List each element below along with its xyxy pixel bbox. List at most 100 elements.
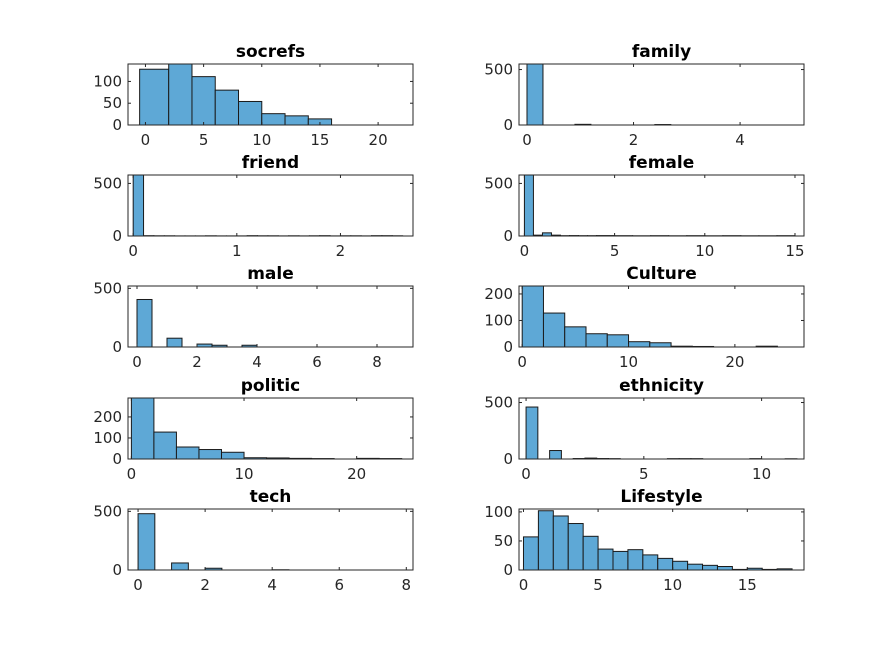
tech-y-tick-label: 0	[112, 561, 122, 579]
male-x-tick-label: 6	[312, 353, 322, 371]
socrefs-bar	[168, 63, 193, 126]
politic-bar	[130, 397, 155, 460]
female-y-tick-label: 0	[503, 227, 513, 245]
family-y-tick-label: 0	[503, 116, 513, 134]
tech-bar	[171, 562, 189, 571]
socrefs-bar	[214, 89, 240, 126]
socrefs-x-tick-label: 5	[199, 131, 209, 149]
family-bar	[526, 63, 544, 126]
lifestyle-x-tick-label: 15	[738, 576, 757, 594]
lifestyle-bar	[612, 550, 629, 571]
male-x-tick-label: 2	[192, 353, 202, 371]
lifestyle-bar	[567, 523, 584, 571]
lifestyle-bar	[687, 563, 704, 571]
culture-bar	[585, 333, 608, 348]
ethnicity-bar	[525, 406, 539, 460]
lifestyle-bar	[627, 549, 644, 571]
ethnicity-y-tick-label: 0	[503, 450, 513, 468]
family-axes	[518, 63, 805, 126]
culture-bar	[564, 326, 587, 348]
socrefs-x-tick-label: 10	[252, 131, 271, 149]
socrefs-x-tick-label: 0	[141, 131, 151, 149]
family-y-tick-label: 500	[484, 61, 513, 79]
male-y-tick-label: 500	[93, 279, 122, 297]
male-axes	[127, 285, 414, 348]
lifestyle-bar	[597, 548, 614, 571]
friend-x-tick-label: 2	[336, 242, 346, 260]
socrefs-bar	[139, 68, 170, 126]
culture-y-tick-label: 200	[484, 285, 513, 303]
friend-axes	[127, 174, 414, 237]
lifestyle-y-tick-label: 50	[494, 532, 513, 550]
ethnicity-x-tick-label: 10	[752, 465, 771, 483]
tech-x-tick-label: 0	[133, 576, 143, 594]
politic-bar	[220, 451, 245, 460]
culture-bar	[606, 334, 630, 348]
ethnicity-x-tick-label: 0	[521, 465, 531, 483]
panel-friend: 0 1 2 0 500 friend	[93, 153, 414, 260]
friend-bar	[132, 174, 145, 237]
politic-y-tick-label: 0	[112, 450, 122, 468]
socrefs-bar	[284, 115, 309, 126]
lifestyle-axes	[518, 508, 805, 571]
male-bar	[136, 298, 153, 348]
male-y-tick-label: 0	[112, 338, 122, 356]
male-x-tick-label: 4	[252, 353, 262, 371]
socrefs-axes	[127, 63, 414, 126]
lifestyle-bar	[672, 560, 689, 571]
culture-bar	[649, 342, 672, 348]
panel-socrefs: 0 5 10 15 20 0 50 100 socrefs	[93, 42, 414, 149]
panel-family: 0 2 4 0 500 family	[484, 42, 805, 149]
lifestyle-bar	[522, 536, 539, 571]
female-x-tick-label: 15	[785, 242, 804, 260]
lifestyle-y-tick-label: 100	[484, 503, 513, 521]
lifestyle-x-tick-label: 0	[519, 576, 529, 594]
culture-title: Culture	[626, 264, 697, 284]
tech-x-tick-label: 8	[402, 576, 412, 594]
socrefs-bar	[191, 76, 216, 126]
female-x-tick-label: 10	[695, 242, 714, 260]
female-y-tick-label: 500	[484, 174, 513, 192]
politic-title: politic	[241, 376, 301, 396]
culture-axes	[518, 285, 805, 348]
socrefs-x-tick-label: 15	[310, 131, 329, 149]
politic-bar	[175, 446, 200, 460]
politic-y-tick-label: 200	[93, 408, 122, 426]
female-x-tick-label: 0	[520, 242, 530, 260]
friend-x-tick-label: 1	[232, 242, 242, 260]
tech-x-tick-label: 6	[334, 576, 344, 594]
lifestyle-bar	[657, 557, 674, 571]
tech-bar	[137, 513, 156, 571]
ethnicity-bar	[549, 450, 562, 460]
lifestyle-bar	[702, 564, 718, 571]
culture-y-tick-label: 0	[503, 338, 513, 356]
panel-tech: 0 2 4 6 8 0 500 tech	[93, 487, 414, 594]
politic-axes	[127, 397, 414, 460]
lifestyle-y-tick-label: 0	[503, 561, 513, 579]
socrefs-bar	[261, 113, 286, 126]
family-x-tick-label: 4	[735, 131, 745, 149]
lifestyle-title: Lifestyle	[620, 487, 702, 507]
panel-female: 0 5 10 15 0 500 female	[484, 153, 804, 260]
politic-x-tick-label: 0	[127, 465, 137, 483]
family-title: family	[632, 42, 691, 62]
family-x-tick-label: 2	[629, 131, 639, 149]
male-x-tick-label: 0	[132, 353, 142, 371]
lifestyle-x-tick-label: 10	[663, 576, 682, 594]
socrefs-y-tick-label: 0	[112, 116, 122, 134]
culture-bar	[542, 312, 566, 348]
politic-bar	[198, 449, 222, 460]
culture-x-tick-label: 10	[619, 353, 638, 371]
friend-y-tick-label: 0	[112, 227, 122, 245]
socrefs-title: socrefs	[236, 42, 305, 62]
politic-x-tick-label: 20	[347, 465, 366, 483]
female-title: female	[629, 153, 694, 173]
socrefs-x-tick-label: 20	[369, 131, 388, 149]
panel-male: 0 2 4 6 8 0 500 male	[93, 264, 414, 371]
socrefs-y-tick-label: 50	[103, 94, 122, 112]
panel-ethnicity: 0 5 10 0 500 ethnicity	[484, 376, 805, 483]
culture-x-tick-label: 20	[725, 353, 744, 371]
family-x-tick-label: 0	[522, 131, 532, 149]
